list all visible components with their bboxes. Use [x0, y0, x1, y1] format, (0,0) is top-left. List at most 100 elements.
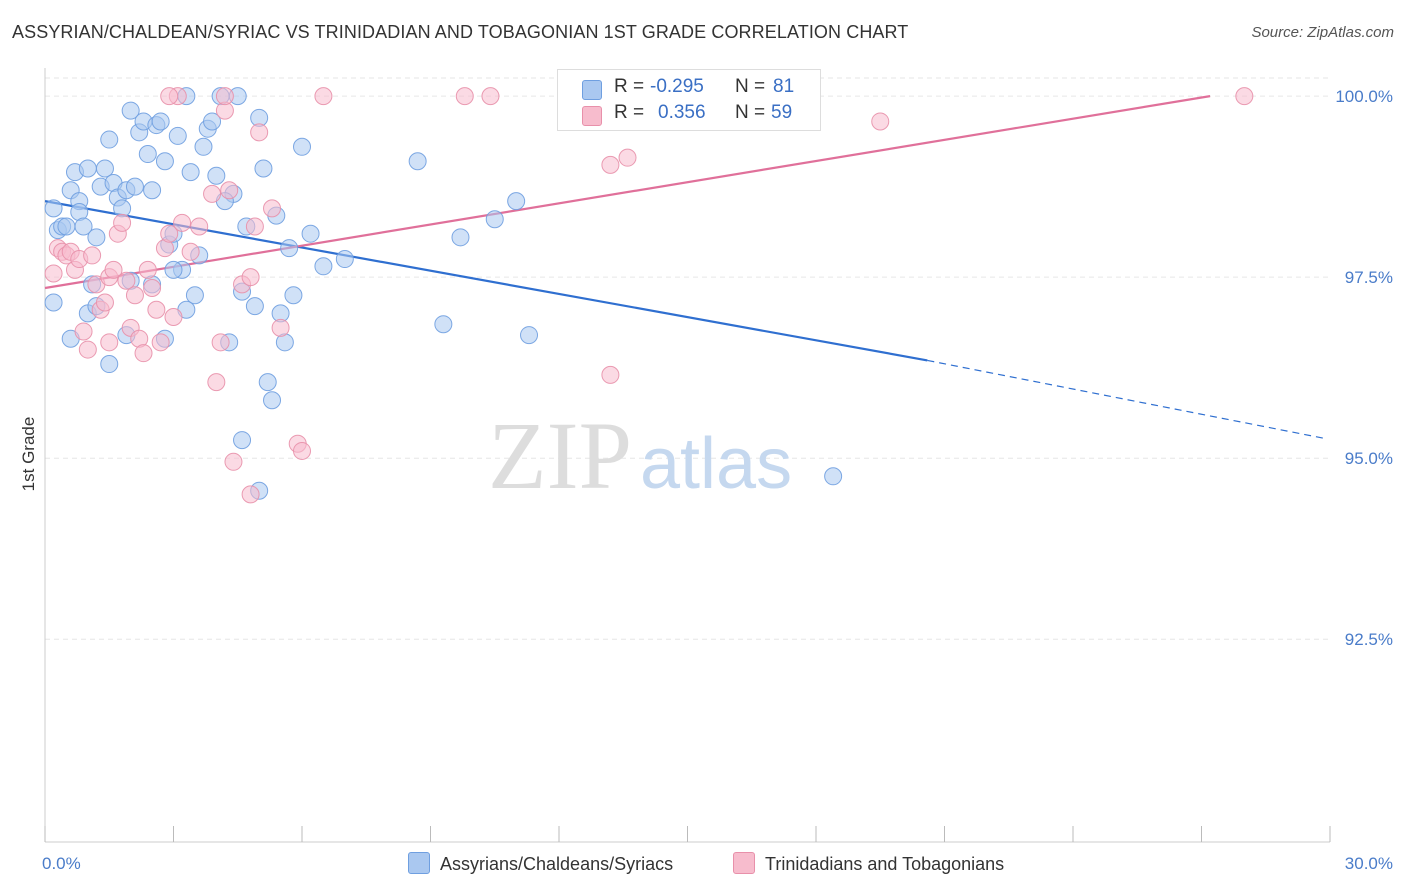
point-assyrian: [155, 152, 174, 171]
x-tick-labels: 0.0% 30.0%: [42, 854, 1393, 873]
point-trinidadian: [134, 344, 153, 363]
point-trinidadian: [250, 123, 269, 142]
point-trinidadian: [241, 485, 260, 504]
point-assyrian: [507, 192, 526, 211]
chart-source: Source: ZipAtlas.com: [1251, 24, 1394, 41]
point-trinidadian: [224, 452, 243, 471]
point-trinidadian: [601, 155, 620, 174]
watermark: ZIP atlas: [488, 402, 792, 509]
point-assyrian: [95, 159, 114, 178]
bottom-legend-label: Assyrians/Chaldeans/Syriacs: [440, 854, 674, 874]
legend-row-trinidadian: R = 0.356 N = 59: [558, 102, 820, 128]
point-trinidadian: [173, 213, 192, 232]
r-value: 0.356: [658, 102, 706, 123]
point-trinidadian: [104, 260, 123, 279]
n-value: 81: [773, 76, 795, 97]
trend-line-assyrian-extension: [927, 359, 1326, 440]
point-assyrian: [434, 315, 453, 334]
point-trinidadian: [203, 184, 222, 203]
point-assyrian: [100, 355, 119, 374]
point-assyrian: [335, 250, 354, 269]
y-tick-label: 100.0%: [1335, 87, 1393, 106]
y-tick-label: 92.5%: [1345, 630, 1393, 649]
point-trinidadian: [160, 87, 179, 106]
point-trinidadian: [164, 307, 183, 326]
point-assyrian: [44, 293, 63, 312]
point-assyrian: [44, 199, 63, 218]
point-assyrian: [138, 145, 157, 164]
point-trinidadian: [113, 213, 132, 232]
point-assyrian: [233, 431, 252, 450]
point-assyrian: [164, 260, 183, 279]
point-assyrian: [125, 177, 144, 196]
point-assyrian: [168, 126, 187, 145]
point-assyrian: [314, 257, 333, 276]
point-trinidadian: [190, 217, 209, 236]
y-tick-label: 95.0%: [1345, 449, 1393, 468]
point-trinidadian: [83, 246, 102, 265]
point-trinidadian: [293, 441, 311, 460]
point-assyrian: [121, 101, 140, 120]
point-assyrian: [74, 217, 93, 236]
point-trinidadian: [95, 293, 114, 312]
point-trinidadian: [44, 264, 63, 283]
point-assyrian: [280, 239, 299, 258]
point-trinidadian: [147, 300, 166, 319]
bottom-legend-assyrian: Assyrians/Chaldeans/Syriacs: [408, 852, 673, 875]
point-trinidadian: [271, 318, 290, 337]
point-assyrian: [824, 467, 843, 486]
point-assyrian: [263, 391, 282, 410]
bottom-legend-swatch-trinidadian: [733, 852, 755, 874]
point-assyrian: [207, 166, 226, 185]
point-trinidadian: [220, 181, 239, 200]
x-tick-label: 30.0%: [1345, 854, 1393, 873]
chart-title: ASSYRIAN/CHALDEAN/SYRIAC VS TRINIDADIAN …: [12, 22, 909, 42]
y-tick-label: 97.5%: [1345, 268, 1393, 287]
point-assyrian: [87, 228, 106, 247]
point-assyrian: [301, 224, 320, 243]
legend-swatch-trinidadian: [582, 106, 602, 126]
point-trinidadian: [481, 87, 500, 106]
point-trinidadian: [78, 340, 97, 359]
point-trinidadian: [160, 224, 179, 243]
point-assyrian: [245, 297, 264, 316]
point-trinidadian: [871, 112, 890, 131]
point-assyrian: [100, 130, 119, 149]
point-trinidadian: [143, 279, 162, 298]
x-tick-label: 0.0%: [42, 854, 81, 873]
point-trinidadian: [241, 268, 260, 287]
point-assyrian: [258, 373, 277, 392]
point-assyrian: [181, 163, 200, 182]
gridlines: [45, 77, 1330, 640]
stats-legend: R = -0.295 N = 81 R = 0.356 N = 59: [557, 69, 821, 131]
bottom-legend-trinidadian: Trinidadians and Tobagonians: [733, 852, 1004, 875]
point-trinidadian: [117, 271, 136, 290]
bottom-legend-label: Trinidadians and Tobagonians: [765, 854, 1005, 874]
n-value: 59: [771, 102, 793, 123]
point-assyrian: [284, 286, 303, 305]
point-trinidadian: [181, 242, 200, 261]
point-trinidadian: [455, 87, 474, 106]
watermark-zip: ZIP: [488, 402, 632, 509]
point-assyrian: [408, 152, 427, 171]
point-assyrian: [520, 326, 539, 345]
data-points: [44, 87, 1254, 504]
point-assyrian: [151, 112, 170, 131]
r-value: -0.295: [650, 76, 704, 97]
n-label: N =: [735, 76, 766, 97]
bottom-legend-swatch-assyrian: [408, 852, 430, 874]
point-trinidadian: [207, 373, 226, 392]
watermark-atlas: atlas: [640, 424, 792, 504]
point-assyrian: [254, 159, 273, 178]
point-assyrian: [203, 112, 222, 131]
y-axis-label: 1st Grade: [19, 417, 38, 492]
point-assyrian: [194, 137, 213, 156]
point-assyrian: [143, 181, 162, 200]
point-assyrian: [185, 286, 204, 305]
point-assyrian: [57, 217, 76, 236]
point-trinidadian: [74, 322, 93, 341]
axes: [44, 68, 1331, 843]
point-assyrian: [451, 228, 470, 247]
point-assyrian: [293, 137, 311, 156]
